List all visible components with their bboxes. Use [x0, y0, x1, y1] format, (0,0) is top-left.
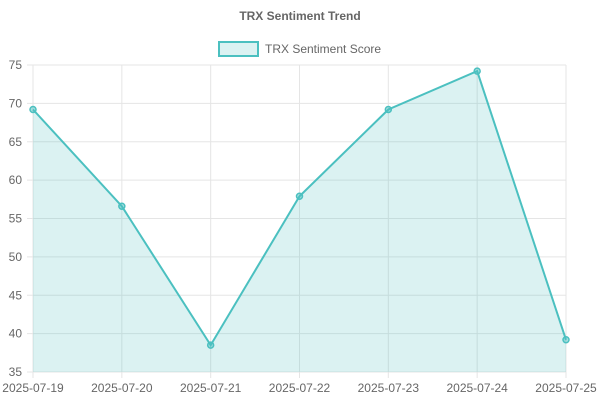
y-tick-label: 35 [9, 365, 23, 379]
series-area [33, 71, 566, 372]
legend-label: TRX Sentiment Score [265, 42, 381, 56]
data-point[interactable] [29, 105, 37, 114]
y-axis: 35 40 45 50 55 60 65 70 75 [9, 58, 23, 379]
y-tick-label: 65 [9, 135, 23, 149]
y-tick-label: 75 [9, 58, 23, 72]
data-point[interactable] [473, 67, 481, 75]
data-point[interactable] [384, 105, 393, 114]
data-point[interactable] [295, 192, 304, 200]
legend-swatch [218, 41, 259, 57]
y-tick-label: 60 [9, 173, 23, 187]
data-point[interactable] [206, 341, 215, 349]
chart-title: TRX Sentiment Trend [239, 9, 360, 23]
y-tick-label: 50 [9, 250, 23, 264]
y-tick-label: 70 [9, 96, 23, 110]
data-point[interactable] [562, 336, 570, 344]
y-tick-label: 45 [9, 288, 23, 302]
legend[interactable]: TRX Sentiment Score [218, 41, 381, 57]
x-tick-label: 2025-07-22 [269, 381, 331, 395]
x-tick-label: 2025-07-23 [358, 381, 420, 395]
x-tick-label: 2025-07-24 [446, 381, 508, 395]
series-layer [29, 67, 570, 372]
y-tick-label: 55 [9, 212, 23, 226]
data-point[interactable] [118, 202, 126, 210]
x-tick-label: 2025-07-21 [180, 381, 242, 395]
y-tick-label: 40 [9, 327, 23, 341]
x-tick-label: 2025-07-19 [2, 381, 64, 395]
x-tick-label: 2025-07-25 [535, 381, 597, 395]
x-axis: 2025-07-19 2025-07-20 2025-07-21 2025-07-22… [2, 381, 597, 395]
grid [27, 64, 567, 378]
x-tick-label: 2025-07-20 [91, 381, 153, 395]
